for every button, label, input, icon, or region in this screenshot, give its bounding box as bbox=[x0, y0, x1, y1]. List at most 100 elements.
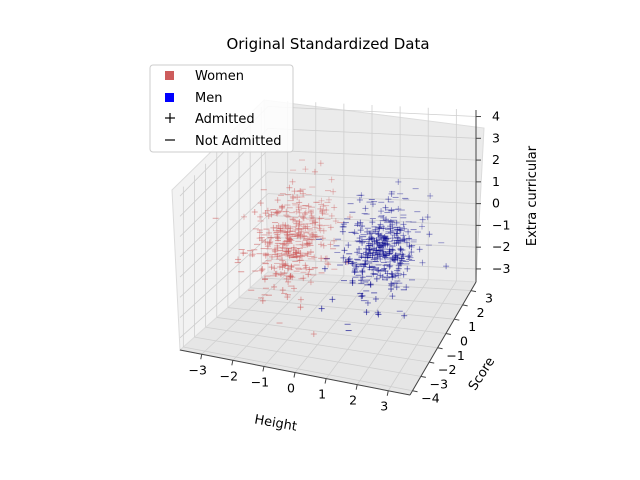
scatter-point bbox=[392, 272, 399, 279]
scatter-point bbox=[302, 166, 309, 173]
scatter-point bbox=[386, 263, 393, 270]
scatter-point bbox=[382, 235, 389, 242]
scatter-point bbox=[380, 214, 387, 221]
scatter-point bbox=[397, 227, 404, 234]
scatter-point bbox=[310, 331, 317, 338]
scatter-point bbox=[308, 209, 315, 216]
scatter-point bbox=[262, 239, 269, 246]
scatter-point bbox=[259, 297, 266, 304]
scatter-point bbox=[378, 243, 385, 250]
scatter-point bbox=[311, 168, 318, 175]
scatter-point bbox=[328, 212, 335, 219]
z-tick-label: −1 bbox=[492, 217, 510, 232]
scatter-point bbox=[358, 253, 365, 260]
grid-line bbox=[227, 307, 446, 334]
scatter-point bbox=[329, 296, 336, 303]
scatter-point bbox=[419, 259, 426, 266]
scatter-point bbox=[403, 284, 410, 291]
scatter-point bbox=[375, 231, 382, 238]
scatter-point bbox=[257, 213, 264, 220]
scatter-point bbox=[366, 246, 373, 253]
scatter-point bbox=[305, 240, 312, 247]
scatter-point bbox=[259, 266, 266, 273]
scatter-point bbox=[357, 227, 364, 234]
scatter-point bbox=[392, 256, 399, 263]
scatter-point bbox=[393, 240, 400, 247]
scatter-point bbox=[307, 279, 314, 286]
scatter-point bbox=[424, 214, 431, 221]
scatter-point bbox=[283, 242, 290, 249]
scatter-point bbox=[323, 207, 330, 214]
scatter-point bbox=[318, 255, 325, 262]
grid-line bbox=[179, 149, 269, 237]
y-tick-label: 3 bbox=[485, 291, 493, 306]
scatter-point bbox=[405, 253, 412, 260]
scatter-point bbox=[358, 293, 365, 300]
scatter-point bbox=[394, 255, 401, 262]
scatter-point bbox=[297, 304, 304, 311]
scatter-point bbox=[382, 251, 389, 258]
scatter-point bbox=[382, 204, 389, 211]
grid-line bbox=[267, 258, 477, 270]
grid-lines bbox=[179, 100, 477, 392]
scatter-point bbox=[357, 219, 364, 226]
scatter-point bbox=[395, 239, 402, 246]
scatter-point bbox=[317, 160, 324, 167]
scatter-point bbox=[362, 205, 369, 212]
scatter-point bbox=[376, 224, 383, 231]
scatter-point bbox=[369, 241, 376, 248]
scatter-point bbox=[286, 228, 293, 235]
legend-label-admitted: Admitted bbox=[195, 112, 255, 127]
scatter-point bbox=[305, 203, 312, 210]
scatter-point bbox=[327, 241, 334, 248]
scatter-point bbox=[369, 219, 376, 226]
scatter-point bbox=[296, 257, 303, 264]
scatter-point bbox=[297, 231, 304, 238]
grid-line bbox=[179, 215, 269, 298]
scatter-point bbox=[389, 247, 396, 254]
scatter-point bbox=[383, 252, 390, 259]
scatter-point bbox=[397, 246, 404, 253]
scatter-point bbox=[393, 230, 400, 237]
y-tick-label: 0 bbox=[460, 333, 468, 348]
scatter-point bbox=[286, 253, 293, 260]
scatter-point bbox=[406, 243, 413, 250]
scatter-point bbox=[388, 286, 395, 293]
scatter-point bbox=[256, 235, 263, 242]
scatter-point bbox=[300, 223, 307, 230]
x-tick-label: −2 bbox=[220, 368, 238, 383]
y-tick-mark bbox=[454, 318, 460, 321]
scatter-point bbox=[283, 208, 290, 215]
scatter-point bbox=[364, 228, 371, 235]
scatter-point bbox=[366, 264, 373, 271]
scatter-point bbox=[384, 241, 391, 248]
scatter-point bbox=[316, 225, 323, 232]
scatter-point bbox=[240, 213, 247, 220]
scatter-point bbox=[274, 210, 281, 217]
scatter-point bbox=[308, 213, 315, 220]
scatter-point bbox=[376, 225, 383, 232]
scatter-point bbox=[366, 242, 373, 249]
scatter-point bbox=[401, 312, 408, 319]
grid-line bbox=[267, 214, 477, 226]
scatter-point bbox=[375, 230, 382, 237]
z-tick-label: 0 bbox=[492, 196, 500, 211]
scatter-point bbox=[332, 218, 339, 225]
scatter-point bbox=[300, 233, 307, 240]
scatter-point bbox=[394, 237, 401, 244]
grid-line bbox=[267, 127, 477, 139]
scatter-point bbox=[389, 293, 396, 300]
scatter-point bbox=[305, 271, 312, 278]
scatter-point bbox=[311, 224, 318, 231]
scatter-point bbox=[379, 273, 386, 280]
z-tick-label: 4 bbox=[492, 109, 500, 124]
scatter-point bbox=[340, 254, 347, 261]
scatter-point bbox=[384, 270, 391, 277]
scatter-point bbox=[427, 192, 434, 199]
scatter-point bbox=[395, 235, 402, 242]
scatter-point bbox=[383, 216, 390, 223]
scatter-point bbox=[278, 204, 285, 211]
x-tick-mark bbox=[355, 384, 358, 390]
scatter-point bbox=[389, 246, 396, 253]
